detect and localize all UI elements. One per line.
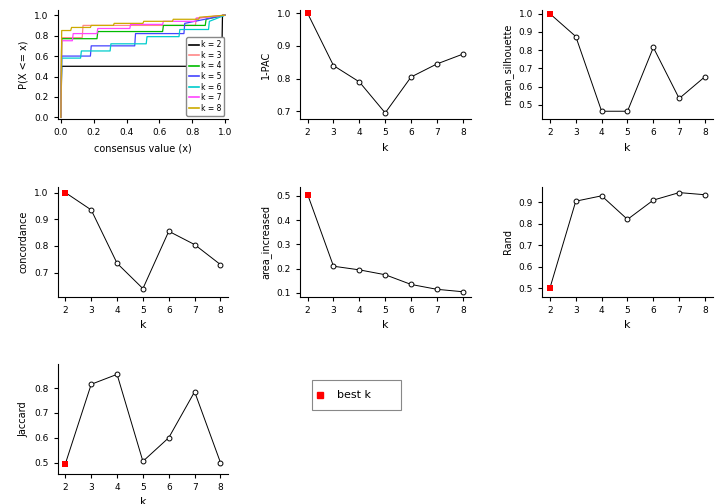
k = 7: [159, 18, 168, 24]
k = 8: [58, 28, 66, 34]
k = 2: [57, 114, 66, 120]
k = 8: [110, 20, 119, 26]
Legend: k = 2, k = 3, k = 4, k = 5, k = 6, k = 7, k = 8: k = 2, k = 3, k = 4, k = 5, k = 6, k = 7…: [186, 37, 225, 115]
Line: k = 2: k = 2: [61, 15, 225, 117]
Line: k = 5: k = 5: [61, 15, 225, 117]
X-axis label: k: k: [140, 497, 146, 504]
k = 2: [58, 64, 66, 70]
k = 4: [201, 22, 210, 28]
k = 8: [67, 24, 76, 30]
k = 4: [158, 29, 167, 35]
k = 7: [192, 15, 201, 21]
k = 7: [158, 21, 167, 27]
k = 5: [179, 31, 188, 37]
k = 3: [57, 114, 66, 120]
Line: k = 4: k = 4: [61, 15, 225, 117]
Line: k = 8: k = 8: [61, 15, 225, 117]
k = 6: [76, 55, 85, 61]
k = 4: [58, 36, 66, 42]
Line: k = 6: k = 6: [61, 15, 225, 117]
X-axis label: consensus value (x): consensus value (x): [94, 143, 192, 153]
k = 5: [220, 12, 229, 18]
k = 6: [204, 27, 213, 33]
k = 7: [69, 31, 78, 37]
k = 7: [58, 38, 66, 44]
k = 3: [220, 12, 229, 18]
k = 8: [140, 18, 148, 24]
k = 3: [78, 35, 86, 41]
k = 3: [78, 22, 87, 28]
k = 6: [142, 41, 150, 47]
k = 5: [131, 31, 140, 37]
X-axis label: k: k: [624, 143, 631, 153]
k = 5: [87, 43, 96, 49]
k = 7: [68, 38, 77, 44]
k = 8: [138, 20, 147, 26]
X-axis label: k: k: [382, 143, 389, 153]
X-axis label: k: k: [140, 320, 146, 330]
k = 6: [176, 27, 184, 33]
k = 5: [57, 114, 66, 120]
k = 5: [86, 53, 95, 59]
Line: k = 7: k = 7: [61, 15, 225, 117]
Line: k = 3: k = 3: [61, 15, 225, 117]
k = 8: [86, 24, 95, 30]
k = 8: [57, 114, 66, 120]
k = 5: [181, 20, 189, 26]
Text: best k: best k: [338, 390, 372, 400]
k = 3: [191, 22, 199, 28]
k = 7: [126, 21, 135, 27]
k = 7: [220, 12, 229, 18]
k = 2: [217, 64, 226, 70]
k = 7: [94, 26, 102, 32]
k = 6: [106, 48, 114, 54]
k = 4: [94, 29, 102, 35]
k = 7: [191, 18, 199, 24]
Y-axis label: 1-PAC: 1-PAC: [261, 50, 271, 79]
k = 2: [218, 12, 227, 18]
k = 6: [107, 41, 115, 47]
Y-axis label: concordance: concordance: [19, 211, 29, 273]
Y-axis label: mean_silhouette: mean_silhouette: [503, 24, 513, 105]
k = 4: [202, 16, 210, 22]
k = 7: [93, 31, 102, 37]
k = 4: [93, 36, 102, 42]
k = 5: [130, 43, 139, 49]
k = 8: [87, 22, 96, 28]
Y-axis label: area_increased: area_increased: [260, 205, 271, 279]
k = 6: [77, 48, 86, 54]
k = 4: [57, 114, 66, 120]
k = 3: [192, 15, 201, 21]
k = 8: [169, 16, 178, 22]
k = 8: [194, 16, 203, 22]
k = 8: [195, 14, 204, 20]
Y-axis label: P(X <= x): P(X <= x): [19, 40, 29, 89]
k = 7: [57, 114, 66, 120]
k = 8: [109, 22, 117, 28]
k = 6: [58, 55, 66, 61]
X-axis label: k: k: [624, 320, 631, 330]
k = 4: [159, 22, 168, 28]
k = 2: [220, 12, 229, 18]
Y-axis label: Rand: Rand: [503, 229, 513, 255]
k = 7: [125, 26, 134, 32]
Y-axis label: Jaccard: Jaccard: [19, 401, 29, 437]
k = 6: [205, 18, 214, 24]
k = 6: [143, 34, 151, 40]
k = 6: [220, 12, 229, 18]
k = 5: [58, 53, 66, 59]
k = 8: [168, 18, 177, 24]
k = 8: [66, 28, 75, 34]
k = 6: [175, 34, 184, 40]
k = 4: [220, 12, 229, 18]
k = 3: [58, 35, 66, 41]
X-axis label: k: k: [382, 320, 389, 330]
k = 6: [57, 114, 66, 120]
k = 8: [220, 12, 229, 18]
